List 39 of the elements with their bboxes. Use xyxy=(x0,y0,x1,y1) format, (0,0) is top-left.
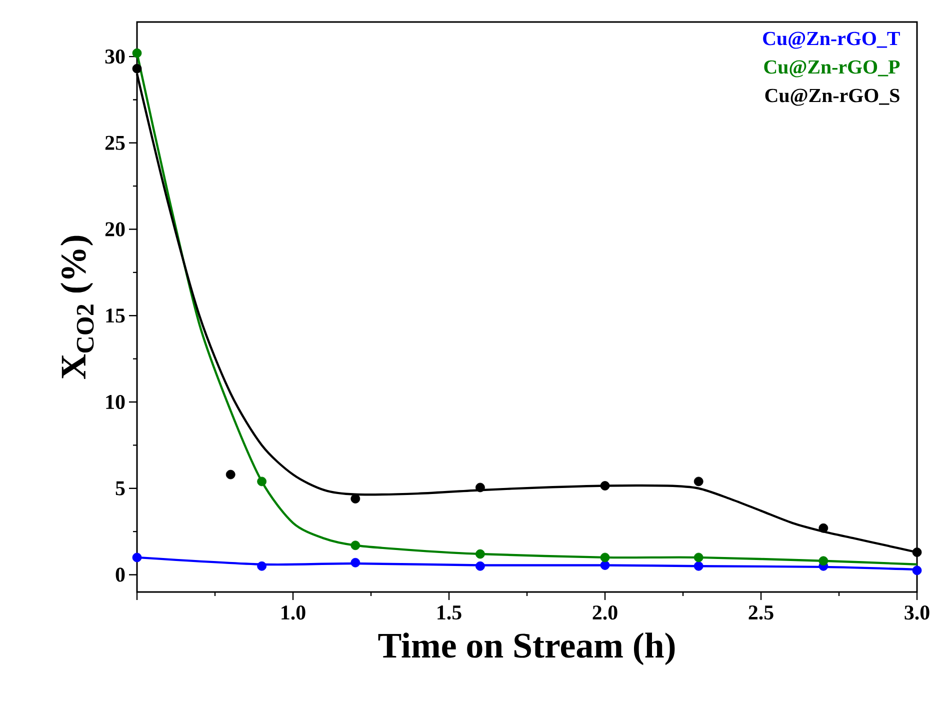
point xyxy=(476,561,485,571)
x-tick-label: 1.0 xyxy=(282,606,306,620)
point xyxy=(912,548,922,557)
point xyxy=(350,494,360,504)
point xyxy=(257,476,266,486)
point xyxy=(600,552,610,562)
text: Cu@Zn-rGO_T xyxy=(763,32,900,49)
text: Cu@Zn-rGO_P xyxy=(764,60,900,78)
point xyxy=(476,482,485,492)
y-tick-label: 15 xyxy=(106,308,125,323)
point xyxy=(818,523,828,533)
x-axis-title: Time on Stream (h) xyxy=(378,632,675,666)
point xyxy=(226,470,236,480)
text: Cu@Zn-rGO_S xyxy=(765,88,900,106)
x-tick-label: 2.5 xyxy=(748,606,774,620)
point xyxy=(132,48,142,58)
point xyxy=(132,552,142,562)
point xyxy=(818,556,828,566)
point xyxy=(912,566,922,576)
point xyxy=(257,561,266,571)
point xyxy=(694,476,704,486)
point xyxy=(694,552,704,562)
x-tick-label: 2.0 xyxy=(592,606,618,620)
x-tick-label: 3.0 xyxy=(904,606,930,620)
y-axis-title: X$_{CO2}$ (%) xyxy=(60,236,94,379)
point xyxy=(476,549,485,559)
point xyxy=(694,561,704,571)
point xyxy=(350,540,360,550)
y-tick-label: 25 xyxy=(105,136,125,150)
point xyxy=(132,64,142,74)
point xyxy=(600,481,610,490)
point xyxy=(600,560,610,570)
x-tick-label: 1.5 xyxy=(438,606,462,620)
y-tick-label: 5 xyxy=(116,481,125,496)
y-tick-label: 10 xyxy=(106,394,125,410)
y-tick-label: 20 xyxy=(105,222,125,236)
point xyxy=(350,558,360,568)
y-tick-label: 0 xyxy=(116,568,125,582)
y-tick-label: 30 xyxy=(105,49,125,64)
